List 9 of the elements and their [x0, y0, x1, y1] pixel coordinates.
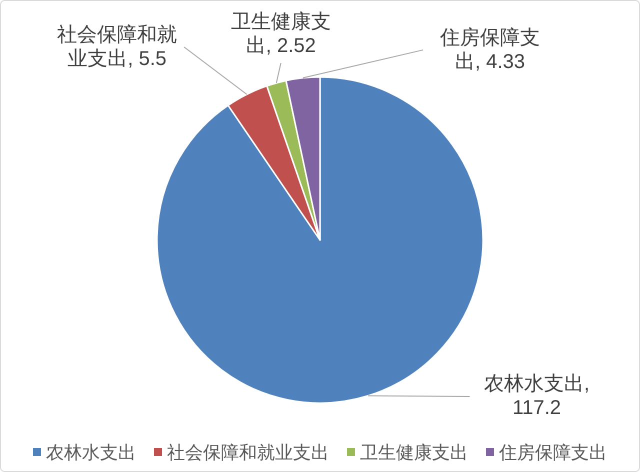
pie-slice — [156, 76, 484, 404]
data-label: 住房保障支出, 4.33 — [439, 26, 541, 74]
data-label: 卫生健康支出, 2.52 — [230, 10, 332, 58]
legend-label: 农林水支出 — [46, 442, 136, 462]
legend-label: 住房保障支出 — [498, 442, 607, 462]
legend-label: 卫生健康支出 — [360, 442, 468, 462]
data-label: 农林水支出, 117.2 — [483, 372, 591, 420]
data-label: 社会保障和就业支出, 5.5 — [56, 23, 178, 71]
legend-label: 社会保障和就业支出 — [167, 442, 329, 462]
